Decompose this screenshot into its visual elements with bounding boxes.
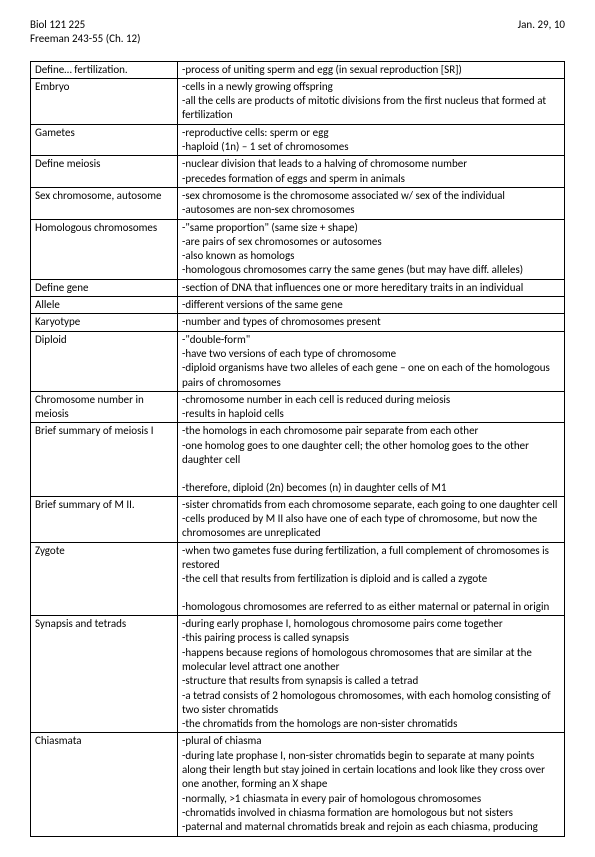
term-cell: Gametes <box>31 124 178 156</box>
table-row: Define gene -section of DNA that influenc… <box>31 279 565 296</box>
definitions-table: Define… fertilization. -process of unitin… <box>30 61 565 837</box>
course-code: Biol 121 225 <box>30 18 140 32</box>
term-cell: Synapsis and tetrads <box>31 616 178 733</box>
definition-line: -autosomes are non-sex chromosomes <box>182 203 560 217</box>
definition-line: -sex chromosome is the chromosome associ… <box>182 189 560 203</box>
definition-line: -the cell that results from fertilizatio… <box>182 572 560 586</box>
definition-line: -during early prophase I, homologous chr… <box>182 617 560 631</box>
table-row: Embryo-cells in a newly growing offsprin… <box>31 78 565 124</box>
definition-cell: -nuclear division that leads to a halvin… <box>178 156 565 188</box>
definition-line: -therefore, diploid (2n) becomes (n) in … <box>182 481 560 495</box>
term-cell: Define… fertilization. <box>31 61 178 78</box>
definition-line: -plural of chiasma <box>182 734 560 748</box>
term-cell: Define meiosis <box>31 156 178 188</box>
reading-ref: Freeman 243-55 (Ch. 12) <box>30 32 140 46</box>
definition-line: -process of uniting sperm and egg (in se… <box>182 63 560 77</box>
definition-line: -precedes formation of eggs and sperm in… <box>182 172 560 186</box>
definition-line: -normally, >1 chiasmata in every pair of… <box>182 792 560 806</box>
table-row: Homologous chromosomes-"same proportion"… <box>31 219 565 279</box>
term-cell: Karyotype <box>31 314 178 331</box>
definition-line: -one homolog goes to one daughter cell; … <box>182 439 560 468</box>
definition-line: -structure that results from synapsis is… <box>182 674 560 688</box>
definition-line: -homologous chromosomes carry the same g… <box>182 263 560 277</box>
definition-line: -this pairing process is called synapsis <box>182 631 560 645</box>
definition-line: -diploid organisms have two alleles of e… <box>182 361 560 390</box>
term-cell: Chiasmata <box>31 733 178 836</box>
term-cell: Sex chromosome, autosome <box>31 187 178 219</box>
term-cell: Homologous chromosomes <box>31 219 178 279</box>
definition-line: -during late prophase I, non-sister chro… <box>182 749 560 792</box>
blank-line <box>182 587 560 600</box>
definition-line: -all the cells are products of mitotic d… <box>182 94 560 123</box>
definition-cell: -sister chromatids from each chromosome … <box>178 496 565 542</box>
definition-line: -haploid (1n) – 1 set of chromosomes <box>182 140 560 154</box>
table-row: Karyotype -number and types of chromosome… <box>31 314 565 331</box>
blank-line <box>182 467 560 480</box>
table-row: Brief summary of meiosis I -the homologs … <box>31 423 565 496</box>
definition-cell: -number and types of chromosomes present <box>178 314 565 331</box>
definition-line: -the homologs in each chromosome pair se… <box>182 424 560 438</box>
definition-cell: -different versions of the same gene <box>178 297 565 314</box>
table-row: Zygote-when two gametes fuse during fert… <box>31 542 565 615</box>
term-cell: Diploid <box>31 331 178 391</box>
definition-line: -a tetrad consists of 2 homologous chrom… <box>182 689 560 718</box>
definition-cell: -cells in a newly growing offspring-all … <box>178 78 565 124</box>
definition-line: -section of DNA that influences one or m… <box>182 281 560 295</box>
table-row: Define meiosis -nuclear division that lea… <box>31 156 565 188</box>
table-row: Allele -different versions of the same ge… <box>31 297 565 314</box>
definition-cell: -process of uniting sperm and egg (in se… <box>178 61 565 78</box>
definition-line: -homologous chromosomes are referred to … <box>182 600 560 614</box>
definition-line: -the chromatids from the homologs are no… <box>182 717 560 731</box>
definition-line: -"double-form" <box>182 333 560 347</box>
definition-cell: -reproductive cells: sperm or egg-haploi… <box>178 124 565 156</box>
term-cell: Brief summary of meiosis I <box>31 423 178 496</box>
definition-line: -happens because regions of homologous c… <box>182 646 560 675</box>
definition-cell: -"same proportion" (same size + shape)-a… <box>178 219 565 279</box>
table-row: Chromosome number in meiosis -chromosome … <box>31 391 565 423</box>
definition-line: -results in haploid cells <box>182 407 560 421</box>
definition-line: -chromatids involved in chiasma formatio… <box>182 806 560 820</box>
definition-cell: -when two gametes fuse during fertilizat… <box>178 542 565 615</box>
definition-line: -paternal and maternal chromatids break … <box>182 820 560 834</box>
table-row: Define… fertilization. -process of unitin… <box>31 61 565 78</box>
definition-line: -have two versions of each type of chrom… <box>182 347 560 361</box>
table-row: Diploid-"double-form"-have two versions … <box>31 331 565 391</box>
definition-line: -when two gametes fuse during fertilizat… <box>182 544 560 573</box>
definition-line: -cells produced by M II also have one of… <box>182 512 560 541</box>
term-cell: Allele <box>31 297 178 314</box>
table-row: Gametes-reproductive cells: sperm or egg… <box>31 124 565 156</box>
term-cell: Embryo <box>31 78 178 124</box>
table-row: Chiasmata-plural of chiasma-during late … <box>31 733 565 836</box>
definition-line: -different versions of the same gene <box>182 298 560 312</box>
term-cell: Chromosome number in meiosis <box>31 391 178 423</box>
term-cell: Define gene <box>31 279 178 296</box>
definition-line: -chromosome number in each cell is reduc… <box>182 393 560 407</box>
definition-cell: -during early prophase I, homologous chr… <box>178 616 565 733</box>
definition-line: -number and types of chromosomes present <box>182 315 560 329</box>
term-cell: Brief summary of M II. <box>31 496 178 542</box>
definition-cell: -sex chromosome is the chromosome associ… <box>178 187 565 219</box>
term-cell: Zygote <box>31 542 178 615</box>
definition-cell: -plural of chiasma-during late prophase … <box>178 733 565 836</box>
definition-cell: -chromosome number in each cell is reduc… <box>178 391 565 423</box>
definition-line: -also known as homologs <box>182 249 560 263</box>
definition-cell: -the homologs in each chromosome pair se… <box>178 423 565 496</box>
definition-cell: -"double-form"-have two versions of each… <box>178 331 565 391</box>
page-date: Jan. 29, 10 <box>518 18 565 31</box>
definition-line: -nuclear division that leads to a halvin… <box>182 157 560 171</box>
page-header: Biol 121 225 Freeman 243-55 (Ch. 12) Jan… <box>30 18 565 47</box>
definition-cell: -section of DNA that influences one or m… <box>178 279 565 296</box>
table-row: Sex chromosome, autosome -sex chromosome … <box>31 187 565 219</box>
table-row: Synapsis and tetrads -during early propha… <box>31 616 565 733</box>
definition-line: -reproductive cells: sperm or egg <box>182 126 560 140</box>
definition-line: -"same proportion" (same size + shape) <box>182 221 560 235</box>
table-row: Brief summary of M II. -sister chromatids… <box>31 496 565 542</box>
definition-line: -cells in a newly growing offspring <box>182 80 560 94</box>
definition-line: -sister chromatids from each chromosome … <box>182 498 560 512</box>
definition-line: -are pairs of sex chromosomes or autosom… <box>182 235 560 249</box>
